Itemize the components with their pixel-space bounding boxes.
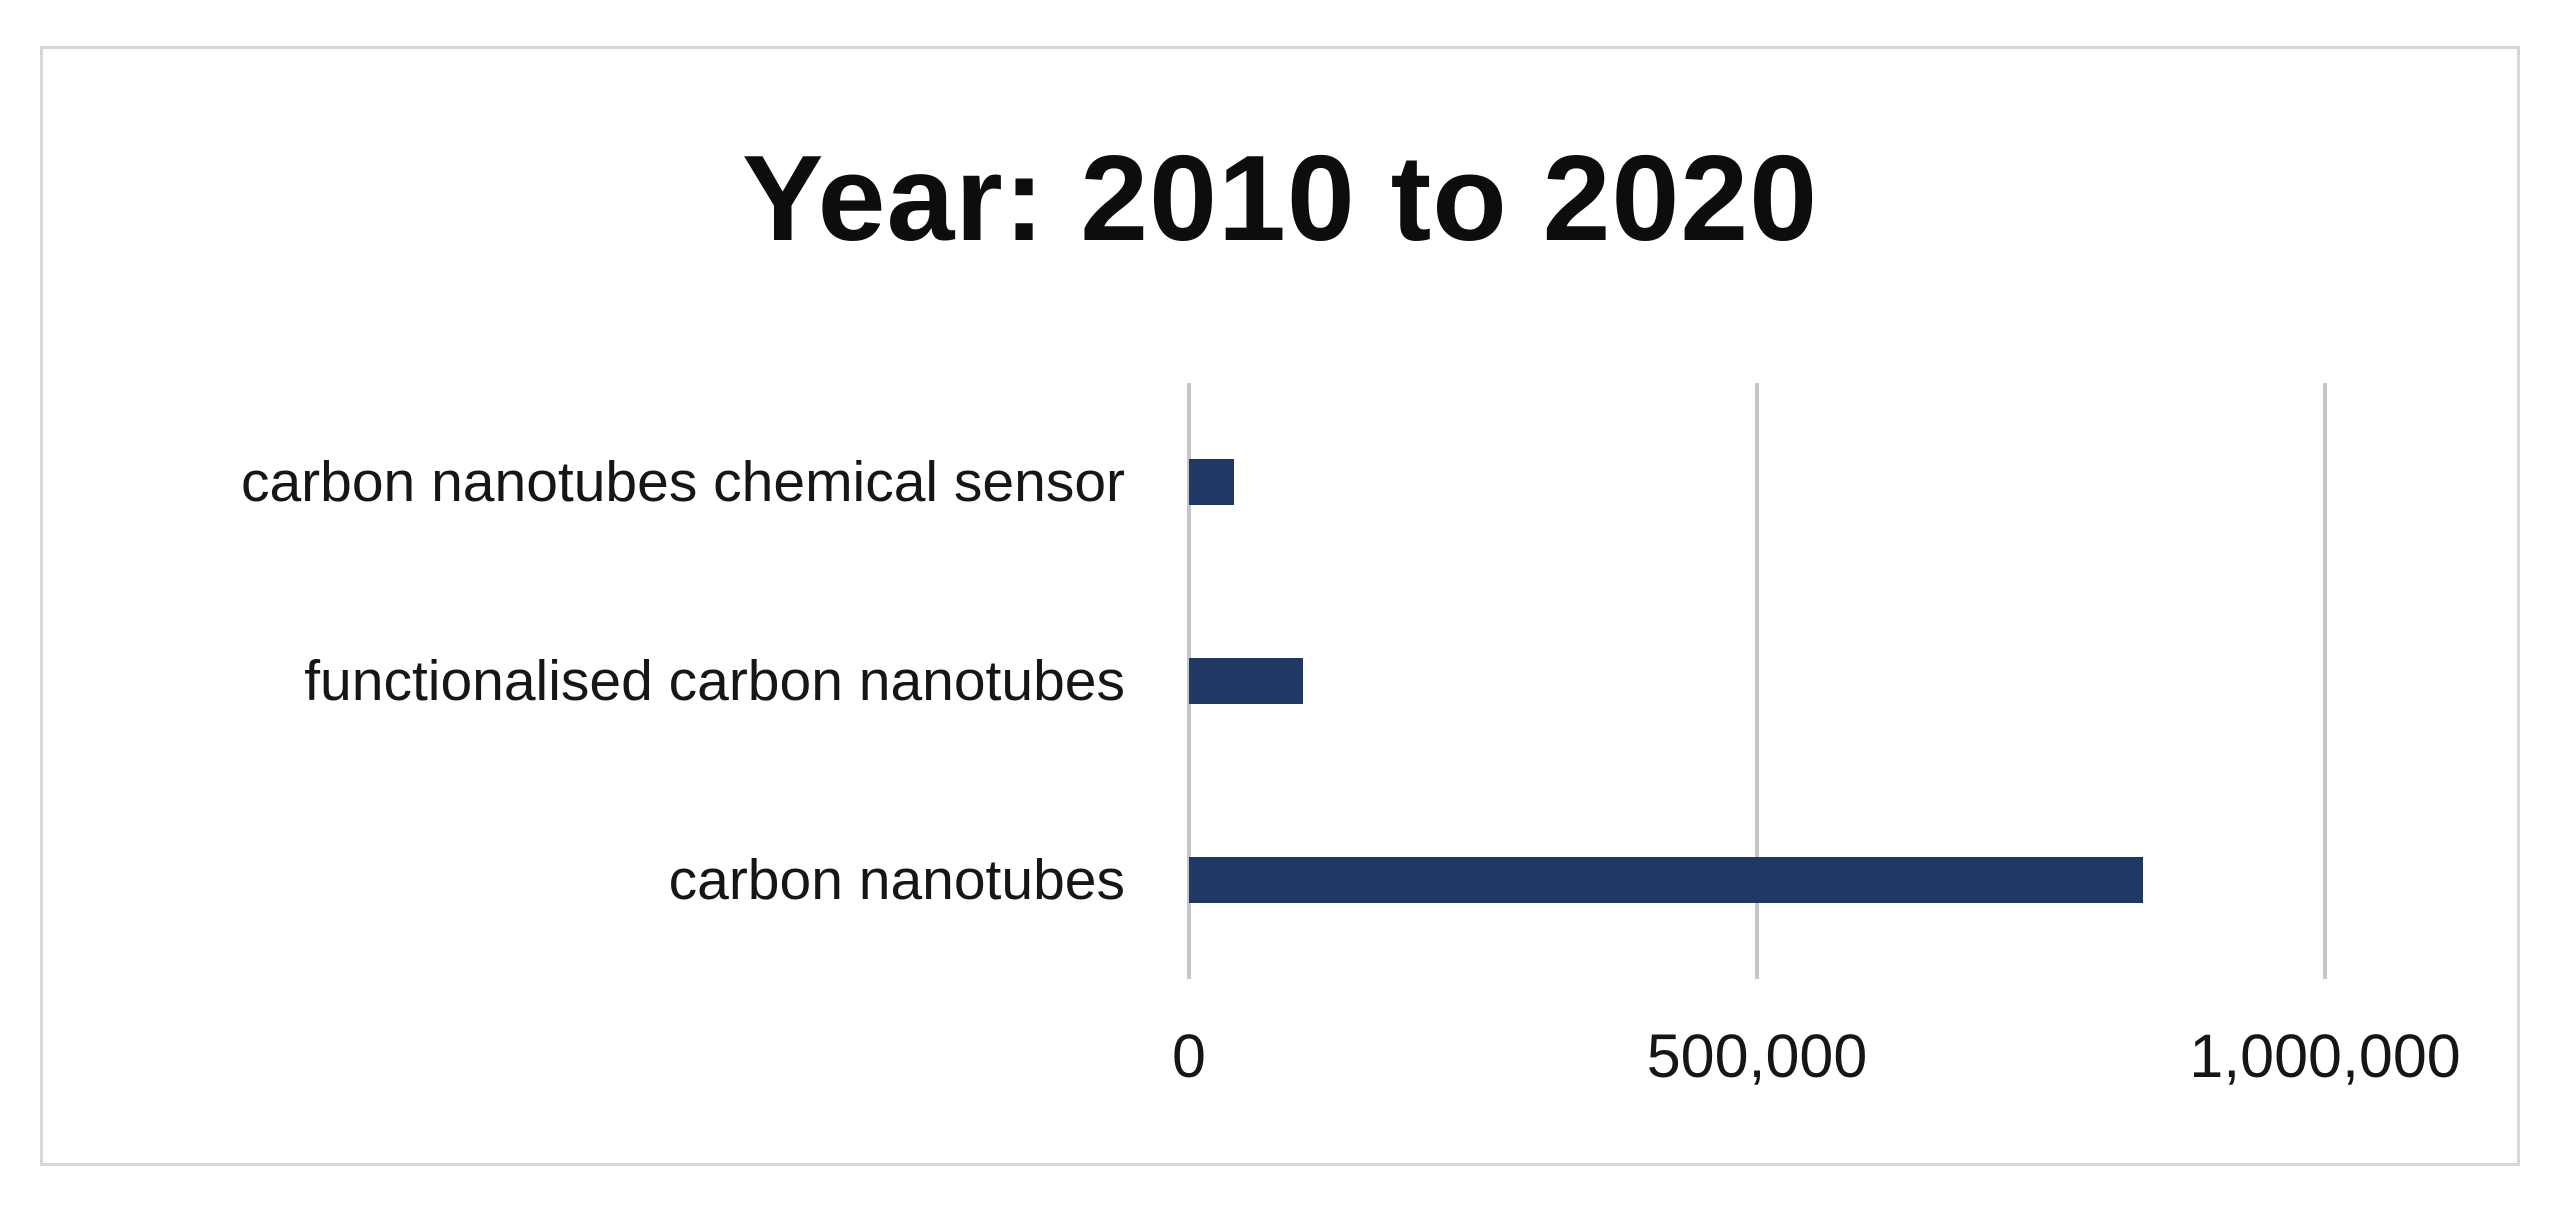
x-tick-label: 1,000,000 <box>2189 1022 2461 1090</box>
chart-frame <box>40 46 2520 1166</box>
gridline <box>1755 383 1759 979</box>
category-label: functionalised carbon nanotubes <box>304 649 1125 713</box>
bar <box>1189 658 1303 704</box>
x-tick-label: 0 <box>1172 1022 1206 1090</box>
category-label: carbon nanotubes <box>668 847 1125 912</box>
gridline <box>2323 383 2327 979</box>
x-tick-label: 500,000 <box>1646 1022 1868 1090</box>
chart-title: Year: 2010 to 2020 <box>741 130 1819 266</box>
category-label: carbon nanotubes chemical sensor <box>240 450 1125 515</box>
bar <box>1189 856 2143 903</box>
bar <box>1189 459 1234 506</box>
